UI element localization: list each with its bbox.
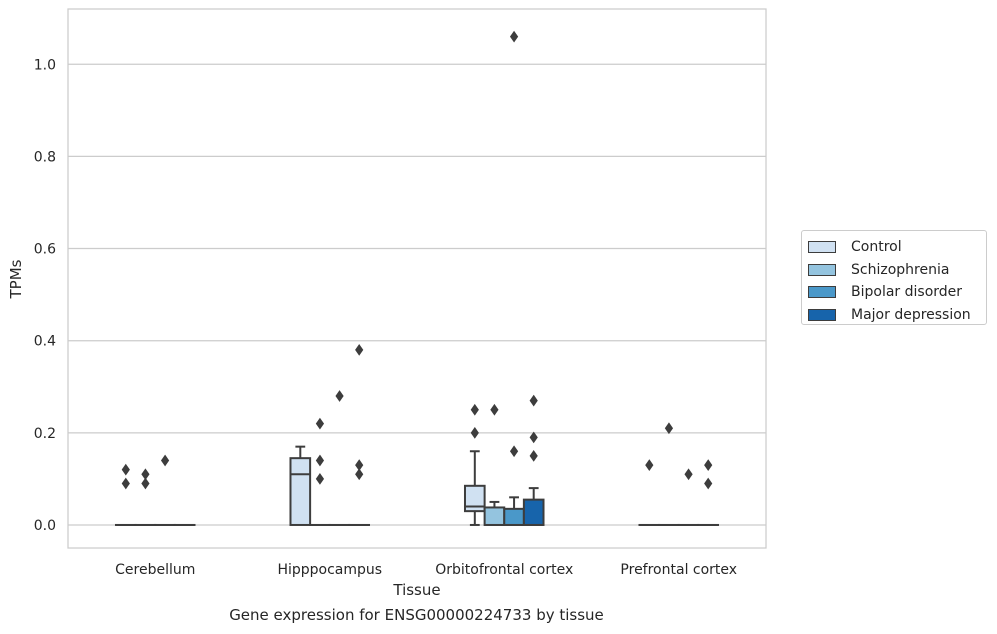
outlier-point: [470, 426, 479, 439]
outlier-point: [529, 394, 538, 407]
outlier-point: [490, 403, 499, 416]
legend-label-major-depression: Major depression: [851, 306, 971, 323]
legend-item-major-depression: Major depression: [808, 304, 986, 327]
chart-caption: Gene expression for ENSG00000224733 by t…: [229, 606, 604, 624]
x-axis-title: Tissue: [392, 581, 440, 599]
legend-swatch-control: [808, 241, 836, 254]
x-axis-ticks: Cerebellum Hipppocampus Orbitofrontal cort…: [115, 562, 737, 578]
legend: Control Schizophrenia Bipolar disorder M…: [801, 230, 987, 325]
outlier-group: [121, 30, 713, 490]
outlier-point: [315, 417, 325, 430]
box-body: [483, 506, 506, 526]
y-tick-label: 0.2: [34, 426, 56, 442]
box-1-0: [289, 445, 312, 526]
y-axis-title: TPMs: [7, 259, 25, 299]
box-2-3: [522, 487, 545, 526]
y-tick-label: 0.4: [34, 334, 56, 350]
box-body: [463, 484, 486, 513]
outlier-point: [704, 459, 713, 471]
legend-label-schizophrenia: Schizophrenia: [851, 261, 950, 278]
legend-item-control: Control: [808, 236, 986, 259]
outlier-point: [355, 468, 364, 481]
outlier-point: [355, 344, 364, 356]
outlier-point: [529, 431, 538, 444]
outlier-point: [121, 477, 130, 490]
x-tick-label: Prefrontal cortex: [620, 562, 737, 578]
outlier-point: [704, 477, 713, 490]
legend-item-schizophrenia: Schizophrenia: [808, 259, 986, 282]
gridlines: [68, 63, 766, 526]
box-body: [289, 457, 312, 526]
outlier-point: [509, 30, 519, 43]
outlier-point: [335, 390, 344, 402]
outlier-point: [141, 468, 150, 481]
plot-frame: [67, 8, 767, 549]
y-tick-label: 0.6: [34, 242, 56, 258]
x-tick-label: Orbitofrontal cortex: [435, 562, 573, 578]
box-group: [114, 445, 720, 526]
outlier-point: [470, 403, 479, 416]
outlier-point: [160, 454, 170, 467]
outlier-point: [141, 477, 150, 490]
outlier-point: [529, 449, 538, 462]
legend-swatch-bipolar-disorder: [808, 286, 836, 299]
box-2-0: [463, 450, 486, 526]
box-2-2: [503, 496, 525, 526]
y-axis-ticks: 0.0 0.2 0.4 0.6 0.8 1.0: [34, 57, 56, 534]
legend-label-control: Control: [851, 239, 902, 256]
y-tick-label: 0.8: [34, 149, 56, 165]
outlier-point: [315, 454, 325, 467]
outlier-point: [509, 445, 519, 458]
x-tick-label: Cerebellum: [115, 562, 195, 578]
legend-label-bipolar-disorder: Bipolar disorder: [851, 284, 963, 301]
box-2-1: [483, 500, 506, 526]
outlier-point: [664, 422, 674, 435]
box-body: [522, 498, 545, 526]
box-body: [503, 507, 525, 526]
outlier-point: [121, 463, 130, 476]
legend-item-bipolar-disorder: Bipolar disorder: [808, 281, 986, 304]
y-tick-label: 1.0: [34, 57, 56, 73]
x-tick-label: Hipppocampus: [277, 562, 382, 578]
outlier-point: [355, 459, 364, 471]
outlier-point: [684, 468, 693, 481]
legend-swatch-schizophrenia: [808, 263, 836, 276]
y-tick-label: 0.0: [34, 518, 56, 534]
outlier-point: [315, 473, 325, 485]
outlier-point: [645, 459, 654, 471]
legend-swatch-major-depression: [808, 308, 836, 321]
